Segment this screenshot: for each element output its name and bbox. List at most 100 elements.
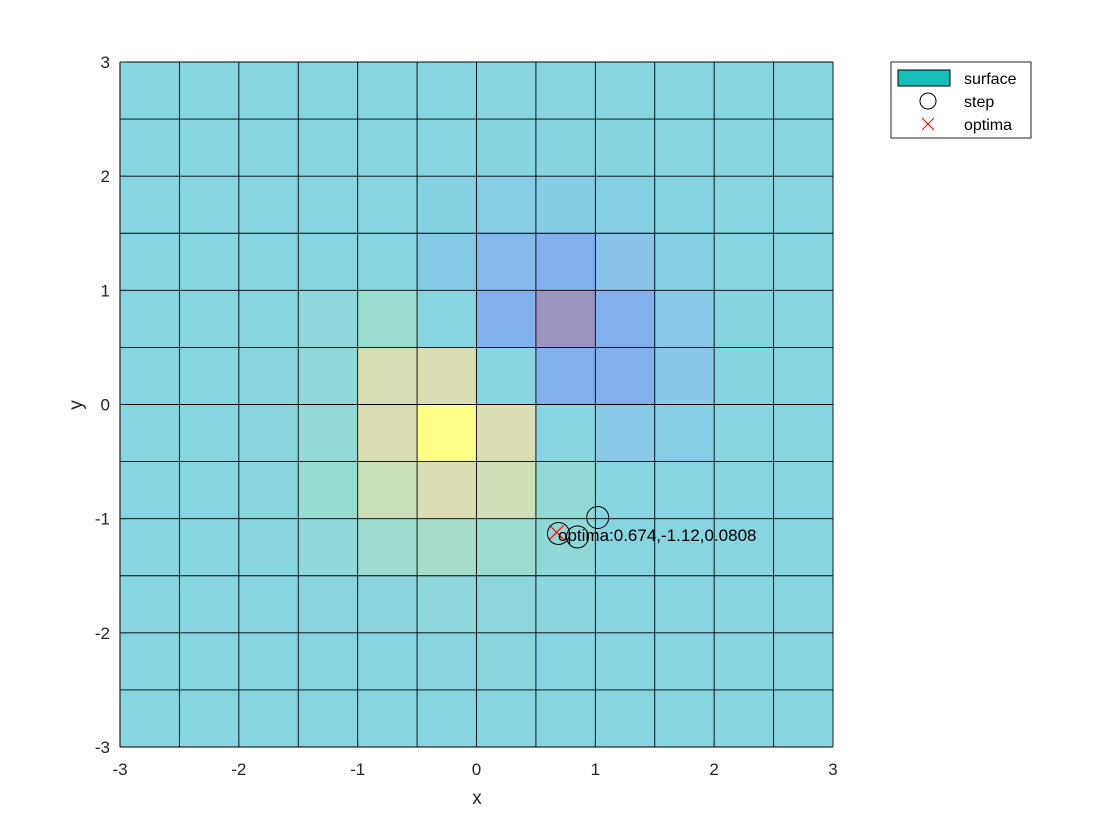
surface-cell bbox=[476, 575, 536, 633]
surface-cell bbox=[714, 632, 774, 690]
surface-cell bbox=[654, 119, 715, 177]
surface-cell bbox=[298, 119, 358, 177]
surface-cell bbox=[773, 119, 833, 177]
surface-cell bbox=[535, 461, 596, 519]
legend-entry-optima-label: optima bbox=[964, 117, 1012, 134]
x-axis-label: x bbox=[472, 788, 482, 809]
surface-cell bbox=[417, 575, 477, 633]
surface-cell bbox=[417, 119, 477, 177]
y-axis-label: y bbox=[66, 400, 87, 410]
surface-cell bbox=[120, 461, 180, 519]
surface-cell bbox=[714, 119, 774, 177]
surface-cell bbox=[476, 347, 536, 405]
surface-cell bbox=[120, 290, 180, 348]
x-tick-label: -1 bbox=[350, 760, 365, 779]
y-tick-label: 0 bbox=[101, 396, 110, 415]
surface-cell bbox=[476, 404, 536, 462]
surface-cell bbox=[120, 518, 180, 576]
surface-cell bbox=[120, 575, 180, 633]
surface-cell bbox=[179, 347, 239, 405]
surface-cell bbox=[417, 290, 477, 348]
y-tick-label: -2 bbox=[95, 624, 110, 643]
surface-cell bbox=[357, 632, 418, 690]
surface-cell bbox=[773, 461, 833, 519]
legend-entry-optima-swatch bbox=[921, 117, 935, 131]
surface-cell bbox=[476, 461, 536, 519]
y-tick-label: 2 bbox=[101, 167, 110, 186]
surface-cell bbox=[654, 461, 715, 519]
surface-cell bbox=[179, 290, 239, 348]
surface-cell bbox=[298, 404, 358, 462]
surface-cell bbox=[535, 404, 596, 462]
surface-cell bbox=[298, 461, 358, 519]
surface-cell bbox=[298, 176, 358, 234]
legend-entry-surface-swatch bbox=[897, 69, 951, 87]
surface-cell bbox=[773, 176, 833, 234]
surface-cell bbox=[595, 689, 655, 747]
surface-cell bbox=[714, 347, 774, 405]
surface-cell bbox=[120, 632, 180, 690]
surface-cell bbox=[417, 632, 477, 690]
surface-cell bbox=[120, 404, 180, 462]
surface-cell bbox=[654, 404, 715, 462]
surface-cell bbox=[298, 518, 358, 576]
surface-cell bbox=[535, 632, 596, 690]
surface-cell bbox=[417, 62, 477, 120]
surface-cell bbox=[773, 62, 833, 120]
surface-cell bbox=[238, 404, 299, 462]
surface-cell bbox=[417, 404, 477, 462]
x-tick-label: 0 bbox=[472, 760, 481, 779]
surface-cell bbox=[298, 233, 358, 291]
surface-cell bbox=[714, 689, 774, 747]
surface-cell bbox=[654, 632, 715, 690]
surface-cell bbox=[654, 575, 715, 633]
surface-cell bbox=[417, 461, 477, 519]
surface-cell bbox=[595, 518, 655, 576]
surface-cell bbox=[654, 233, 715, 291]
y-tick-label: 1 bbox=[101, 281, 110, 300]
surface-cell bbox=[476, 176, 536, 234]
surface-cell bbox=[120, 62, 180, 120]
surface-cell bbox=[773, 233, 833, 291]
surface-cell bbox=[357, 461, 418, 519]
surface-cell bbox=[179, 62, 239, 120]
legend-entry-step-label: step bbox=[964, 94, 994, 111]
surface-cell bbox=[238, 518, 299, 576]
surface-cell bbox=[357, 347, 418, 405]
surface-cell bbox=[238, 119, 299, 177]
surface-cell bbox=[773, 632, 833, 690]
surface-cell bbox=[595, 176, 655, 234]
surface-cell bbox=[535, 689, 596, 747]
surface-cell bbox=[179, 689, 239, 747]
step-marker bbox=[586, 506, 610, 530]
surface-cell bbox=[179, 518, 239, 576]
surface-cell bbox=[773, 689, 833, 747]
surface-cell bbox=[238, 575, 299, 633]
surface-cell bbox=[357, 233, 418, 291]
surface-cell bbox=[357, 518, 418, 576]
x-tick-label: -3 bbox=[112, 760, 127, 779]
surface-cell bbox=[179, 233, 239, 291]
surface-cell bbox=[595, 62, 655, 120]
surface-cell bbox=[714, 233, 774, 291]
surface-cell bbox=[714, 461, 774, 519]
surface-cell bbox=[654, 689, 715, 747]
surface-cell bbox=[476, 233, 536, 291]
y-tick-label: 3 bbox=[101, 53, 110, 72]
surface-cell bbox=[179, 119, 239, 177]
y-tick-label: -3 bbox=[95, 738, 110, 757]
surface-cell bbox=[654, 347, 715, 405]
surface-cell bbox=[595, 347, 655, 405]
surface-cell bbox=[238, 233, 299, 291]
surface-cell bbox=[476, 119, 536, 177]
surface-cell bbox=[714, 176, 774, 234]
surface-cell bbox=[120, 689, 180, 747]
optima-marker bbox=[549, 524, 565, 540]
surface-cell bbox=[595, 290, 655, 348]
y-tick-label: -1 bbox=[95, 510, 110, 529]
surface-cell bbox=[357, 404, 418, 462]
markers-layer bbox=[546, 506, 610, 549]
surface-cell bbox=[773, 518, 833, 576]
surface-cell bbox=[535, 575, 596, 633]
cell-grid-lines bbox=[119, 61, 834, 748]
